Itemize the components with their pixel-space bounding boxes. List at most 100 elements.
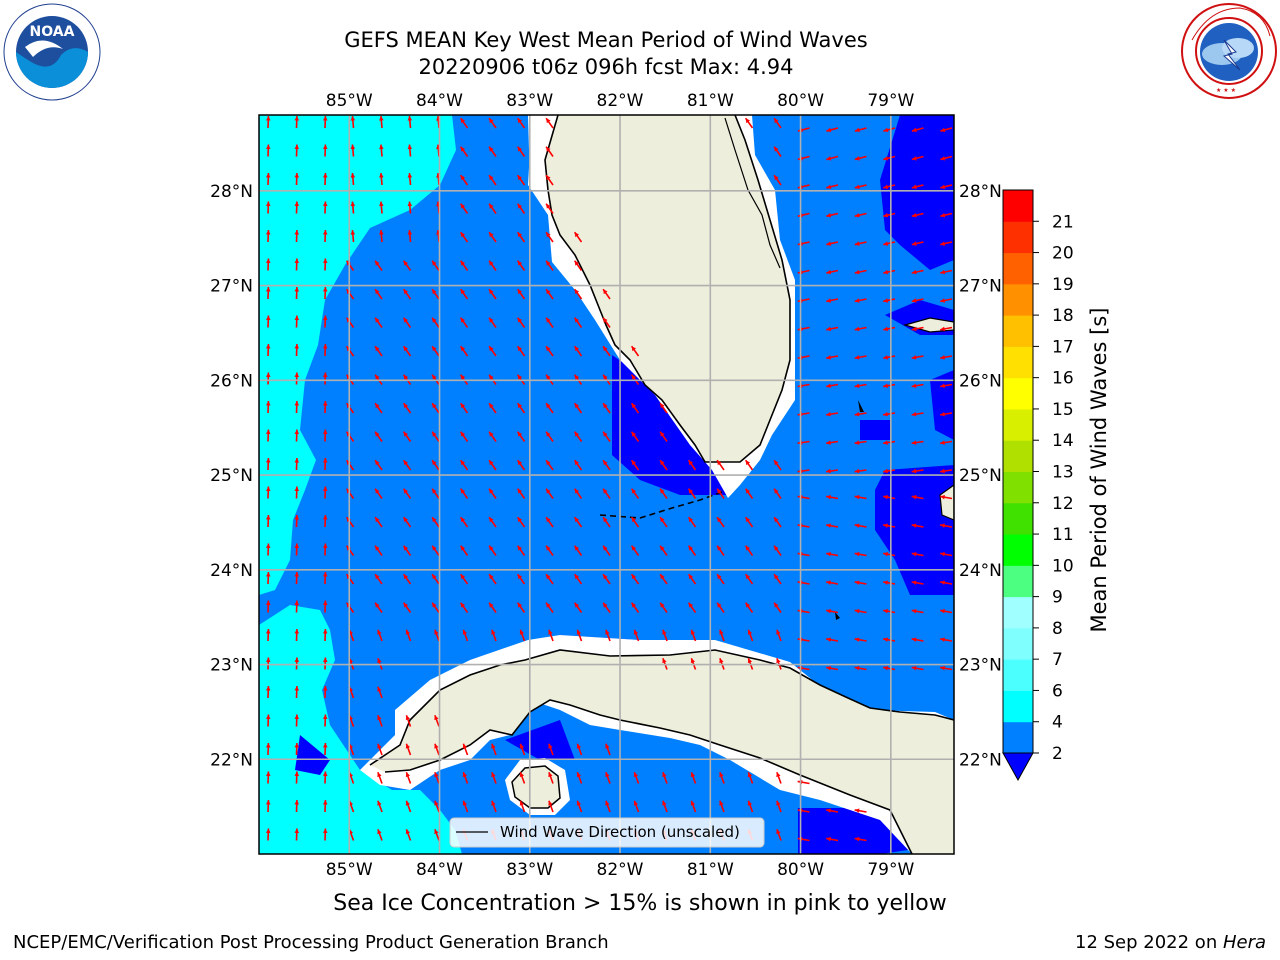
wind-arrow-head [826, 241, 832, 246]
wind-arrow-head [776, 829, 781, 835]
wind-arrow-head [854, 184, 860, 189]
colorbar: 2 4 6 7 8 9 10 11 12 13 14 15 16 17 18 19 20 21 [1002, 189, 1074, 782]
wind-arrow-head [375, 346, 380, 352]
latitude-tick-label: 26°N [210, 371, 253, 391]
wind-arrow-head [294, 372, 300, 378]
longitude-tick-label: 79°W [867, 91, 914, 111]
wind-arrow-head [662, 772, 667, 778]
wind-arrow-head [546, 374, 551, 380]
colorbar-tick-label: 15 [1052, 400, 1074, 420]
wind-arrow-head [574, 431, 580, 437]
colorbar-segment [1003, 377, 1033, 410]
wind-arrow-head [377, 629, 382, 635]
wind-arrow-head [403, 317, 409, 323]
wind-arrow [492, 858, 496, 869]
wind-arrow-head [322, 173, 328, 178]
wind-arrow-head [460, 317, 466, 323]
wind-arrow-head [548, 743, 553, 749]
wind-arrow-head [375, 488, 380, 494]
longitude-tick-label: 84°W [416, 860, 463, 880]
latitude-tick-label: 24°N [959, 561, 1002, 581]
wind-arrow-head [688, 488, 694, 494]
wind-arrow-head [294, 629, 300, 634]
wind-arrow-head [265, 287, 271, 292]
wind-arrow-head [375, 403, 380, 409]
wind-arrow-head [405, 715, 411, 721]
wind-arrow-head [605, 629, 610, 635]
wind-arrow-head [745, 545, 751, 551]
wind-arrow-head [489, 545, 494, 551]
latitude-tick-label: 22°N [959, 750, 1002, 770]
wind-arrow-head [460, 545, 466, 551]
wind-arrow-head [826, 269, 832, 275]
wind-arrow-head [883, 580, 888, 585]
sea-field-below-2s [880, 115, 954, 270]
wind-arrow-head [519, 743, 525, 749]
wind-arrow-head [940, 523, 945, 528]
wind-arrow-head [377, 858, 381, 863]
wind-arrow-head [432, 403, 437, 409]
wind-arrow-head [546, 232, 551, 238]
wind-arrow-head [322, 287, 328, 292]
wind-arrow-head [940, 212, 946, 218]
wind-arrow-head [294, 828, 300, 834]
chart-subtitle: 20220906 t06z 096h fcst Max: 4.94 [418, 55, 794, 79]
footer-date: 12 Sep 2022 on Hera [1075, 932, 1266, 953]
wind-arrow-head [546, 203, 551, 209]
colorbar-segment [1003, 408, 1033, 441]
wind-arrow-head [574, 488, 580, 494]
wind-arrow-head [911, 184, 917, 189]
wind-arrow-head [434, 772, 439, 778]
wind-arrow-head [294, 543, 300, 549]
wind-arrow-head [403, 574, 409, 580]
wind-arrow-head [491, 743, 496, 749]
wind-arrow-head [911, 298, 917, 303]
wind-arrow-head [294, 600, 300, 606]
wind-arrow-head [379, 201, 384, 207]
wind-arrow-head [854, 156, 860, 161]
wind-arrow-head [375, 602, 380, 608]
wind-arrow-head [489, 346, 494, 352]
wind-arrow-head [460, 346, 466, 352]
wind-arrow-head [460, 232, 466, 238]
wind-arrow-head [576, 629, 582, 635]
sea-field-below-2s [860, 420, 890, 440]
wind-arrow-head [717, 460, 722, 466]
longitude-tick-label: 81°W [687, 91, 734, 111]
wind-arrow-head [776, 772, 781, 778]
wind-arrow-head [911, 383, 917, 388]
wind-arrow-head [546, 346, 551, 352]
wind-arrow-head [294, 743, 300, 748]
wind-arrow-head [603, 460, 608, 466]
wind-arrow-head [460, 403, 466, 409]
wind-arrow-head [405, 629, 411, 635]
wind-arrow-head [322, 401, 328, 406]
wind-arrow-head [375, 289, 380, 295]
florida-coastline [544, 115, 791, 463]
wind-arrow-head [517, 374, 523, 380]
colorbar-segment [1003, 221, 1033, 254]
wind-arrow-head [350, 230, 356, 235]
colorbar-segment [1003, 627, 1033, 660]
wind-arrow-head [265, 800, 271, 805]
wind-arrow-head [350, 173, 356, 178]
wind-arrow-head [883, 637, 888, 642]
wind-arrow-head [517, 574, 523, 580]
wind-arrow-head [294, 144, 300, 150]
wind-arrow-head [940, 440, 945, 445]
wind-arrow-head [432, 460, 437, 466]
colorbar-segment [1003, 534, 1033, 566]
wind-arrow-head [489, 118, 494, 124]
wind-arrow-head [403, 431, 409, 437]
wind-arrow-head [631, 460, 637, 466]
wind-arrow-head [434, 715, 439, 721]
wind-arrow-head [546, 118, 551, 124]
wind-arrow-head [660, 545, 665, 551]
isla-de-la-juventud [511, 765, 561, 809]
wind-arrow-head [826, 411, 831, 417]
wind-arrow-head [574, 545, 580, 551]
wind-arrow-head [603, 346, 608, 352]
colorbar-tick-label: 6 [1052, 681, 1063, 701]
wind-arrow-head [631, 488, 637, 494]
wind-arrow [855, 867, 867, 869]
